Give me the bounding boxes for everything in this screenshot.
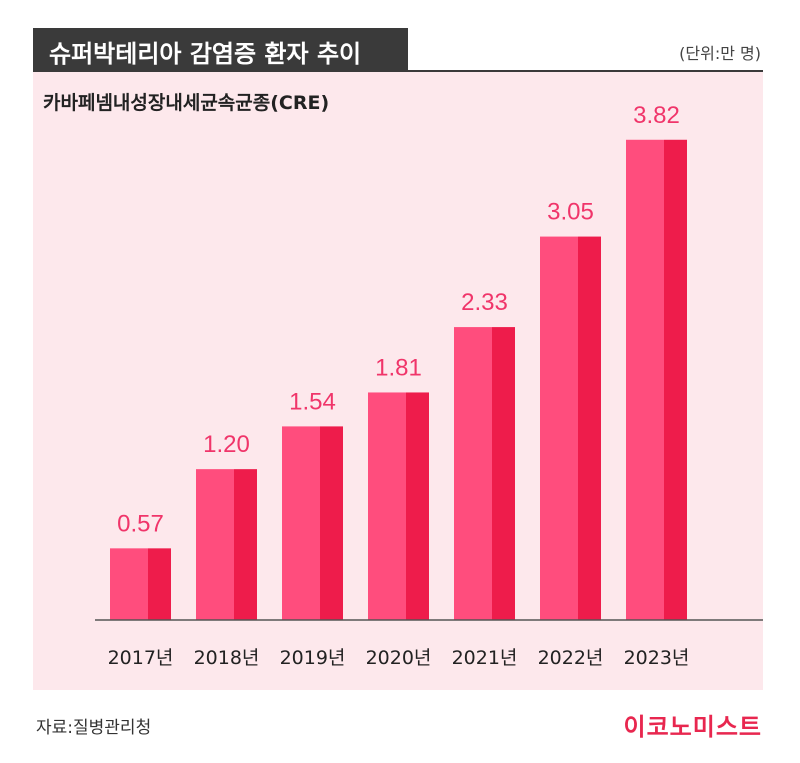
category-label-5: 2022년: [538, 647, 604, 669]
bar-face-1: [196, 469, 234, 620]
bar-side-3: [406, 392, 429, 620]
value-label-3: 1.81: [375, 354, 422, 381]
category-label-3: 2020년: [366, 647, 432, 669]
bar-face-6: [626, 139, 664, 620]
bar-6: [626, 139, 687, 620]
category-label-1: 2018년: [194, 647, 260, 669]
bar-2: [282, 426, 343, 620]
value-label-1: 1.20: [203, 431, 250, 458]
chart-subtitle: 카바페넴내성장내세균속균종(CRE): [43, 92, 330, 114]
bar-face-3: [368, 392, 406, 620]
category-label-4: 2021년: [452, 647, 518, 669]
bar-face-5: [540, 236, 578, 621]
bar-4: [454, 327, 515, 620]
bar-side-0: [148, 548, 171, 620]
value-label-6: 3.82: [633, 102, 680, 129]
brand-logo: 이코노미스트: [623, 713, 762, 741]
bar-5: [540, 236, 601, 621]
bar-1: [196, 469, 257, 620]
value-label-0: 0.57: [117, 510, 164, 537]
bar-side-4: [492, 327, 515, 620]
category-label-6: 2023년: [624, 647, 690, 669]
bar-3: [368, 392, 429, 620]
unit-label: (단위:만 명): [679, 44, 761, 63]
chart-title: 슈퍼박테리아 감염증 환자 추이: [49, 40, 362, 68]
bar-side-2: [320, 426, 343, 620]
header-rule: [408, 70, 763, 72]
bar-side-6: [664, 139, 687, 620]
bar-face-0: [110, 548, 148, 620]
source-note: 자료:질병관리청: [36, 718, 152, 738]
bar-side-1: [234, 469, 257, 620]
bar-0: [110, 548, 171, 620]
value-label-2: 1.54: [289, 388, 336, 415]
category-label-2: 2019년: [280, 647, 346, 669]
value-label-5: 3.05: [547, 199, 594, 226]
bar-face-2: [282, 426, 320, 620]
value-label-4: 2.33: [461, 289, 508, 316]
category-label-0: 2017년: [108, 647, 174, 669]
bar-side-5: [578, 236, 601, 621]
header-bar: 슈퍼박테리아 감염증 환자 추이 (단위:만 명): [33, 28, 763, 72]
bar-face-4: [454, 327, 492, 620]
header-title-box: 슈퍼박테리아 감염증 환자 추이: [33, 28, 408, 72]
